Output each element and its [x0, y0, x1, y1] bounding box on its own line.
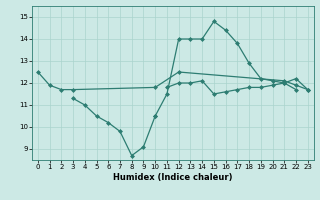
- X-axis label: Humidex (Indice chaleur): Humidex (Indice chaleur): [113, 173, 233, 182]
